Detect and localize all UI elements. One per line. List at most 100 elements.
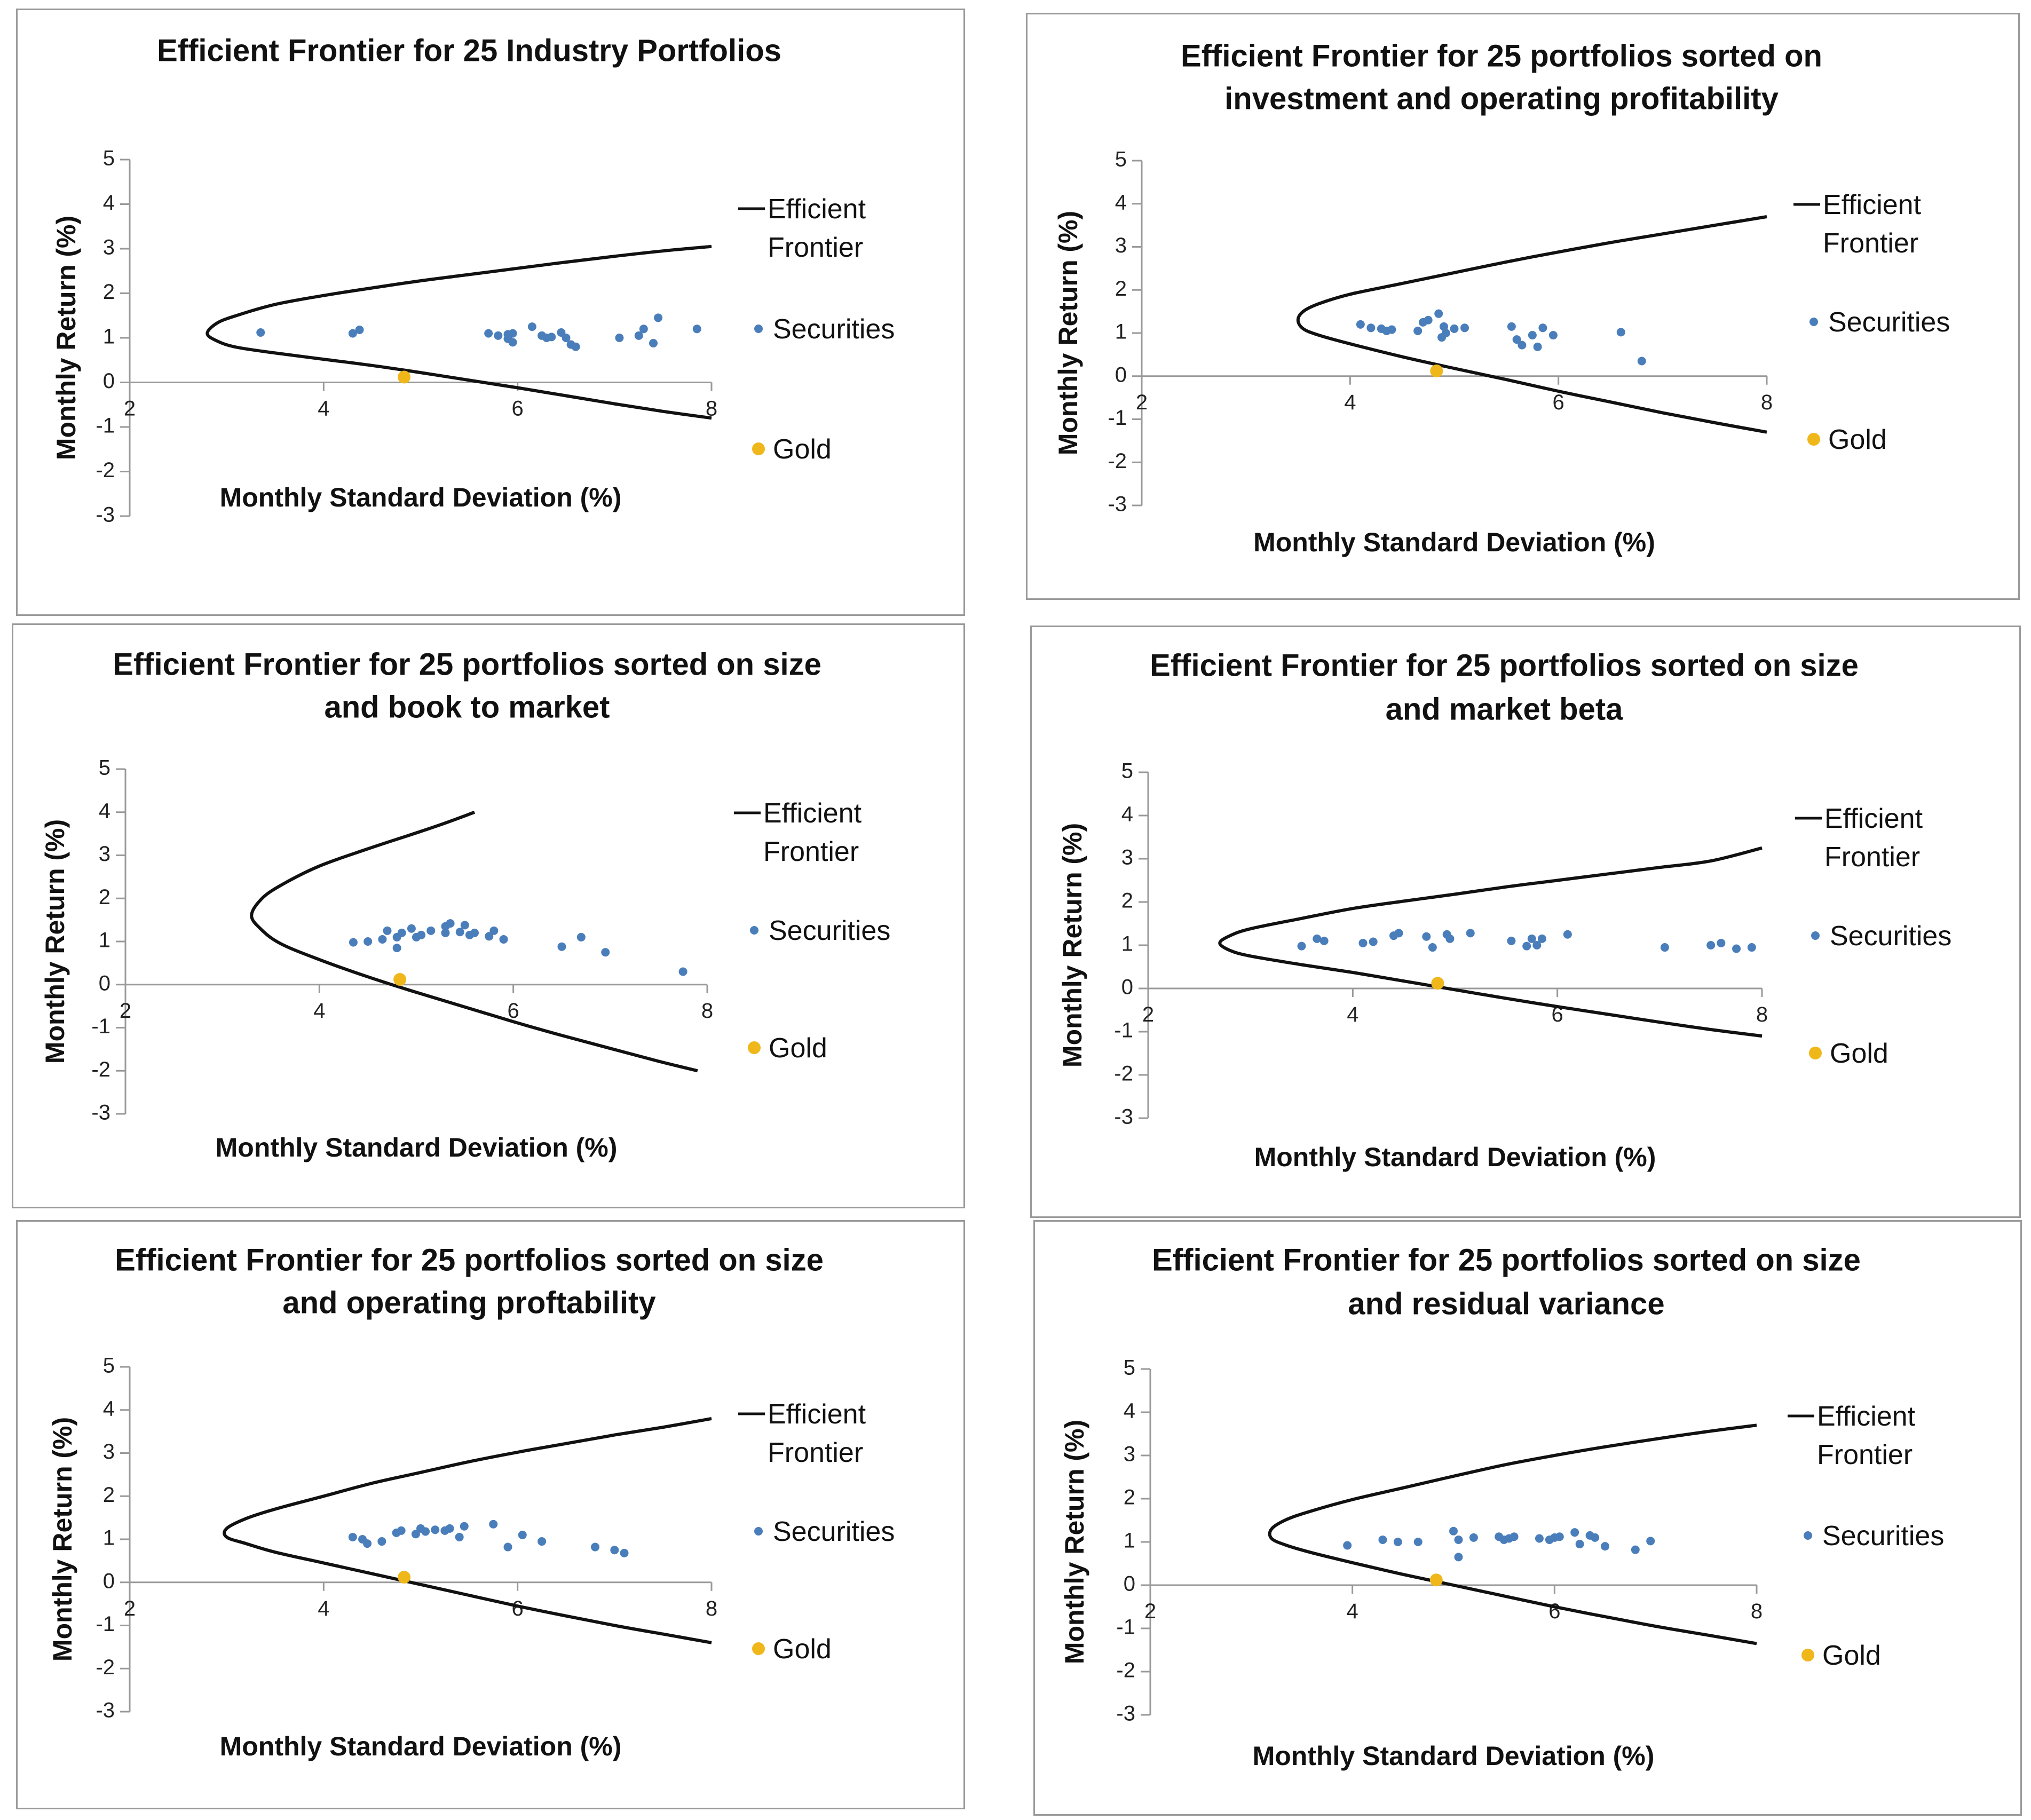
security-point [1454, 1553, 1463, 1562]
x-axis-title: Monthly Standard Deviation (%) [220, 482, 622, 512]
security-point [1555, 1532, 1564, 1541]
security-point [591, 1542, 599, 1552]
x-tick-label: 8 [706, 1597, 717, 1620]
security-point [383, 926, 392, 935]
security-point [518, 1530, 527, 1539]
y-tick-label: 0 [1124, 1572, 1135, 1596]
security-point [692, 325, 701, 334]
security-point [407, 924, 416, 933]
security-point [256, 328, 265, 337]
chart-title-line: Efficient Frontier for 25 portfolios sor… [115, 1243, 824, 1277]
security-point [1660, 943, 1669, 952]
legend-frontier-label-line1: Efficient [1823, 189, 1922, 220]
security-point [363, 937, 373, 946]
chart-panel-industry: Efficient Frontier for 25 Industry Portf… [16, 9, 965, 616]
legend-gold-label: Gold [1828, 424, 1887, 455]
security-point [1601, 1542, 1609, 1551]
security-point [1393, 1538, 1402, 1546]
y-tick-label: 3 [103, 236, 115, 259]
y-tick-label: -1 [1114, 1019, 1133, 1042]
chart-title-line: and market beta [1386, 692, 1624, 726]
security-point [1646, 1537, 1655, 1546]
security-point [1369, 937, 1378, 946]
security-point [1428, 943, 1437, 952]
security-point [1538, 323, 1547, 333]
x-tick-label: 4 [1344, 391, 1356, 414]
security-point [1319, 936, 1329, 945]
security-point [397, 928, 406, 937]
y-axis-title: Monthly Return (%) [51, 216, 81, 460]
security-point [1378, 1535, 1387, 1544]
y-tick-label: -3 [96, 503, 115, 527]
legend-frontier-label-line1: Efficient [768, 194, 866, 225]
security-point [1297, 941, 1306, 951]
y-tick-label: 1 [103, 325, 115, 349]
security-point [615, 334, 624, 342]
gold-point [1431, 977, 1444, 990]
security-point [355, 325, 364, 334]
x-tick-label: 4 [1347, 1003, 1358, 1026]
security-point [484, 329, 493, 338]
chart-panel-investment-profitability: Efficient Frontier for 25 portfolios sor… [1026, 13, 2020, 600]
security-point [460, 1522, 469, 1531]
chart-panel-size-market-beta: Efficient Frontier for 25 portfolios sor… [1030, 626, 2021, 1218]
security-point [470, 928, 479, 937]
gold-point [1429, 1573, 1443, 1587]
y-tick-label: -1 [96, 1612, 115, 1636]
chart-title-line: Efficient Frontier for 25 portfolios sor… [113, 647, 821, 682]
security-point [417, 930, 426, 939]
y-axis-title: Monthly Return (%) [40, 819, 70, 1064]
security-point [445, 1524, 454, 1533]
security-point [455, 928, 464, 937]
x-tick-label: 8 [1761, 391, 1773, 414]
y-tick-label: 1 [103, 1526, 115, 1550]
chart-title-line: Efficient Frontier for 25 portfolios sor… [1150, 648, 1859, 683]
y-tick-label: 0 [103, 1569, 115, 1593]
y-tick-label: -2 [1108, 449, 1127, 473]
efficient-frontier-line [1296, 215, 1767, 434]
security-point [557, 942, 566, 951]
security-point [1507, 322, 1516, 331]
y-tick-label: 5 [103, 1354, 115, 1378]
x-tick-label: 8 [1751, 1600, 1763, 1623]
legend-securities-label: Securities [773, 314, 895, 345]
legend-securities-label: Securities [1830, 921, 1951, 952]
legend-gold-swatch [752, 1642, 765, 1655]
security-point [485, 932, 494, 941]
x-tick-label: 6 [512, 1597, 524, 1620]
security-point [1527, 934, 1536, 943]
x-axis-title: Monthly Standard Deviation (%) [1254, 1142, 1656, 1172]
security-point [1439, 322, 1448, 331]
y-tick-label: -3 [1108, 493, 1127, 516]
y-tick-label: 0 [1115, 363, 1127, 386]
y-tick-label: 1 [1121, 932, 1133, 956]
security-point [411, 1530, 420, 1539]
security-point [441, 928, 450, 937]
security-point [1449, 1526, 1458, 1536]
chart-panel-size-book-to-market: Efficient Frontier for 25 portfolios sor… [12, 623, 965, 1208]
efficient-frontier-line [206, 244, 712, 420]
security-point [392, 944, 401, 953]
security-point [1518, 341, 1527, 350]
chart-panel-size-operating-profitability: Efficient Frontier for 25 portfolios sor… [16, 1220, 965, 1809]
gold-point [398, 370, 411, 384]
security-point [1450, 324, 1459, 333]
security-point [1413, 326, 1423, 335]
legend-frontier-label-line2: Frontier [768, 232, 863, 263]
legend-securities-swatch [750, 926, 758, 935]
security-point [446, 919, 455, 928]
y-tick-label: 4 [103, 191, 115, 215]
y-tick-label: -1 [1116, 1616, 1135, 1639]
y-tick-label: 5 [1121, 759, 1133, 783]
security-point [421, 1527, 430, 1536]
y-tick-label: 4 [103, 1397, 115, 1420]
security-point [1313, 934, 1322, 943]
legend-securities-label: Securities [773, 1516, 895, 1547]
y-tick-label: 3 [1124, 1443, 1135, 1466]
y-tick-label: 3 [1121, 846, 1133, 869]
chart-title-line: and book to market [325, 690, 610, 724]
legend-gold-label: Gold [773, 434, 832, 465]
x-tick-label: 8 [701, 999, 713, 1023]
x-tick-label: 6 [1548, 1600, 1560, 1623]
security-point [431, 1525, 440, 1534]
